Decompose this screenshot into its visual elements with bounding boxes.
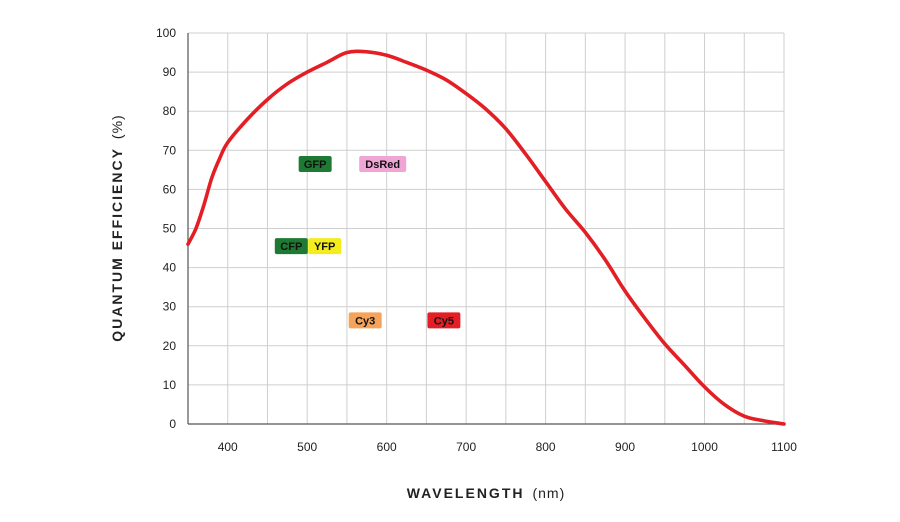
y-tick-label: 50 <box>163 222 177 236</box>
y-tick-label: 0 <box>169 417 176 431</box>
fluorophore-label-dsred: DsRed <box>359 155 407 172</box>
y-tick-label: 100 <box>156 26 176 40</box>
fluorophore-label-cy3: Cy3 <box>348 312 382 329</box>
fluorophore-text: DsRed <box>365 159 400 171</box>
x-tick-label: 700 <box>456 440 476 454</box>
y-axis-label: QUANTUM EFFICIENCY <box>109 147 125 342</box>
fluorophore-label-yfp: YFP <box>308 238 342 255</box>
y-tick-label: 60 <box>163 182 177 196</box>
x-tick-label: 800 <box>536 440 556 454</box>
x-tick-label: 1000 <box>691 440 718 454</box>
fluorophore-text: Cy3 <box>355 315 375 327</box>
x-axis-unit: (nm) <box>532 485 565 501</box>
y-tick-label: 90 <box>163 65 177 79</box>
series <box>186 49 786 426</box>
fluorophore-labels: GFP DsRed CFP YFP Cy3 Cy5 <box>274 155 461 329</box>
x-tick-label: 600 <box>377 440 397 454</box>
fluorophore-text: CFP <box>280 241 302 253</box>
y-axis-title: QUANTUM EFFICIENCY (%) <box>109 114 125 341</box>
y-tick-label: 80 <box>163 104 177 118</box>
qe-curve <box>186 49 786 426</box>
x-tick-label: 500 <box>297 440 317 454</box>
x-tick-label: 1100 <box>771 440 797 454</box>
tick-labels: 0 10 20 30 40 50 60 70 80 90 100 400 500 600 700 800 900… <box>156 26 797 454</box>
y-tick-label: 70 <box>163 143 177 157</box>
fluorophore-label-cy5: Cy5 <box>427 312 461 329</box>
fluorophore-badge <box>308 238 342 255</box>
fluorophore-text: GFP <box>304 159 327 171</box>
x-axis-label: WAVELENGTH <box>407 485 525 501</box>
x-tick-label: 900 <box>615 440 635 454</box>
fluorophore-label-gfp: GFP <box>298 155 332 172</box>
y-axis-unit: (%) <box>109 114 125 139</box>
fluorophore-badge <box>359 155 407 172</box>
axes <box>187 33 784 425</box>
fluorophore-badge <box>274 238 308 255</box>
y-tick-label: 20 <box>163 339 177 353</box>
fluorophore-text: Cy5 <box>434 315 454 327</box>
fluorophore-label-cfp: CFP <box>274 238 308 255</box>
y-tick-label: 10 <box>163 378 177 392</box>
fluorophore-badge <box>348 312 382 329</box>
fluorophore-badge <box>427 312 461 329</box>
x-axis-title: WAVELENGTH (nm) <box>407 485 566 501</box>
fluorophore-text: YFP <box>314 241 335 253</box>
fluorophore-badge <box>298 155 332 172</box>
x-tick-label: 400 <box>218 440 238 454</box>
y-tick-label: 30 <box>163 300 177 314</box>
y-tick-label: 40 <box>163 261 177 275</box>
